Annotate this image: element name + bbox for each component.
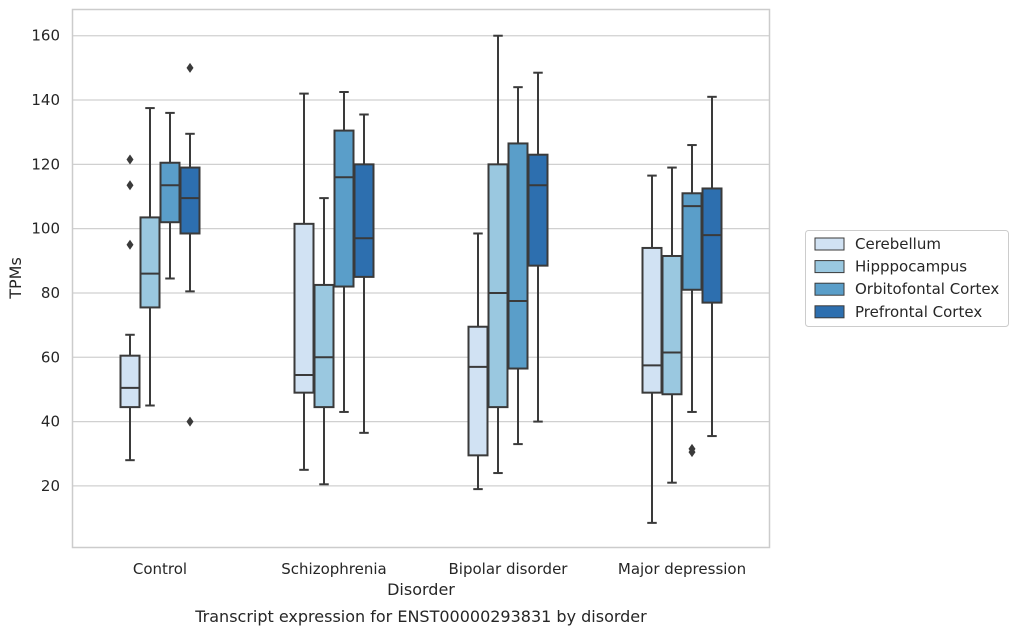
box-orbitofontal-cortex-3 <box>681 144 703 458</box>
legend-label: Orbitofontal Cortex <box>855 280 999 298</box>
box-cerebellum-1 <box>293 92 315 471</box>
outlier-point <box>186 62 194 73</box>
outlier-point <box>186 416 194 427</box>
box-orbitofontal-cortex-2 <box>507 86 529 446</box>
legend: Cerebellum Hipppocampus Orbitofontal Corte… <box>805 230 1009 327</box>
legend-label: Hipppocampus <box>855 258 967 276</box>
chart-caption: Transcript expression for ENST0000029383… <box>194 607 647 626</box>
y-tick-label: 160 <box>31 27 60 45</box>
box-prefrontal-cortex-3 <box>701 95 723 438</box>
legend-swatch <box>814 305 845 319</box>
legend-swatch <box>814 282 845 296</box>
box-prefrontal-cortex-2 <box>527 71 549 423</box>
box-series <box>119 34 723 524</box>
box-orbitofontal-cortex-1 <box>333 90 355 413</box>
box-cerebellum-3 <box>641 174 663 524</box>
y-tick-label: 140 <box>31 91 60 109</box>
box-iqr <box>179 166 201 235</box>
box-iqr <box>119 354 141 409</box>
box-orbitofontal-cortex-0 <box>159 111 181 280</box>
legend-frame <box>805 230 1009 327</box>
box-iqr <box>139 216 161 309</box>
box-iqr <box>661 254 683 396</box>
legend-label: Cerebellum <box>855 235 941 253</box>
y-tick-label: 120 <box>31 155 60 173</box>
x-tick-label: Bipolar disorder <box>449 560 569 578</box>
box-iqr <box>681 192 703 291</box>
box-cerebellum-0 <box>119 154 141 462</box>
y-tick-label: 40 <box>41 413 60 431</box>
legend-swatch <box>814 237 845 251</box>
box-prefrontal-cortex-0 <box>179 62 201 427</box>
x-tick-label: Schizophrenia <box>281 560 386 578</box>
box-prefrontal-cortex-1 <box>353 113 375 434</box>
box-iqr <box>467 325 489 457</box>
box-iqr <box>159 161 181 224</box>
outlier-point <box>126 239 134 250</box>
outlier-point <box>126 180 134 191</box>
legend-label: Prefrontal Cortex <box>855 303 982 321</box>
x-axis-title: Disorder <box>387 580 455 599</box>
box-iqr <box>353 163 375 278</box>
box-iqr <box>333 129 355 288</box>
box-hipppocampus-0 <box>139 107 161 407</box>
box-cerebellum-2 <box>467 232 489 491</box>
x-tick-label: Major depression <box>618 560 746 578</box>
y-tick-label: 80 <box>41 284 60 302</box>
y-axis-title: TPMs <box>6 257 25 300</box>
box-hipppocampus-1 <box>313 197 335 486</box>
y-tick-label: 100 <box>31 220 60 238</box>
box-iqr <box>701 187 723 304</box>
box-iqr <box>527 153 549 267</box>
box-iqr <box>293 222 315 394</box>
outlier-point <box>126 154 134 165</box>
x-tick-label: Control <box>133 560 187 578</box>
box-iqr <box>507 142 529 370</box>
y-tick-label: 20 <box>41 477 60 495</box>
plot-frame <box>71 8 771 549</box>
y-axis-ticks: 20 40 60 80 100 120 140 160 <box>31 27 60 495</box>
box-hipppocampus-3 <box>661 166 683 484</box>
box-iqr <box>487 163 509 409</box>
x-axis-ticks: Control Schizophrenia Bipolar disorder Majo… <box>133 560 746 578</box>
outlier-point <box>688 443 696 454</box>
y-tick-label: 60 <box>41 348 60 366</box>
box-iqr <box>641 246 663 394</box>
legend-swatch <box>814 260 845 274</box>
box-iqr <box>313 283 335 409</box>
box-hipppocampus-2 <box>487 34 509 475</box>
